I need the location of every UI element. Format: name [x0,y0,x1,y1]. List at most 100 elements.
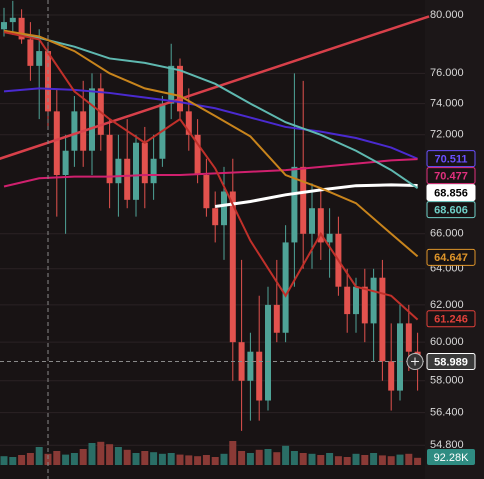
volume-bar [414,457,422,465]
volume-bar [290,451,298,465]
price-badge: 68.856 [426,184,476,202]
y-tick-label: 76.000 [430,67,464,79]
volume-bar [79,449,87,465]
volume-bar [238,451,246,465]
y-tick-label: 58.000 [430,375,464,387]
volume-bar [44,453,52,465]
price-badge: 70.477 [426,167,476,185]
candle-body [379,277,386,362]
volume-bar [62,454,70,465]
volume-bar [326,453,334,465]
volume-bar [123,449,131,465]
volume-bar [0,456,8,465]
volume-bar [18,455,26,465]
volume-bar [53,451,61,465]
candle-body [221,191,227,226]
candle-body [405,323,412,352]
candle-body [273,304,280,333]
candle-body [326,233,333,243]
y-tick-label: 56.400 [430,406,464,418]
volume-bar [255,449,263,465]
ma-line [3,158,418,188]
volume-bar [167,453,175,465]
candle-body [62,150,69,176]
volume-bar [26,453,34,465]
volume-bar [141,451,149,465]
volume-bar [387,456,395,465]
ma-line [214,183,418,209]
candle-body [45,51,51,112]
trend-line [0,15,430,160]
candle-body [256,351,263,401]
price-badge-label: 68.606 [434,204,468,216]
price-badge-label: 70.511 [434,153,467,165]
volume-bar [396,454,404,465]
crosshair-plus-icon [411,357,419,366]
candle-body [1,22,7,30]
price-badge: 64.647 [426,248,476,266]
volume-bar [220,453,228,465]
candle-body [89,88,95,151]
price-badge: 68.606 [426,201,476,219]
y-tick-label: 72.000 [430,129,464,141]
axis-panel [425,0,484,479]
candle-body [229,191,236,343]
candle-body [27,39,34,66]
volume-bar [317,455,325,465]
candle-body [53,111,60,176]
volume-bar [211,457,219,465]
price-badge-box [426,310,476,328]
y-tick-label: 62.000 [430,299,464,311]
volume-bar [70,453,78,465]
y-tick-label: 80.000 [430,9,464,21]
candle-body [361,286,368,324]
price-badge-label: 68.856 [434,187,468,199]
price-badge: 58.989 [426,353,476,371]
candle-body [300,166,307,234]
volume-bar [308,453,316,465]
volume-badge-box [427,449,475,465]
candle-body [353,286,359,315]
price-badge-box [426,353,476,371]
volume-bar [352,453,360,465]
candle-body [370,277,377,324]
candle-body [291,166,298,243]
volume-bar [334,456,342,465]
volume-bar [246,453,254,465]
y-tick-label: 66.000 [430,228,464,240]
volume-bar [282,445,290,465]
candle-body [150,158,157,184]
volume-bar [97,441,105,465]
volume-badge-label: 92.28K [434,452,470,464]
volume-bar [229,441,237,465]
volume-bar [264,449,272,465]
ma-line [3,29,419,189]
candle-body [168,65,175,104]
volume-bar [35,447,43,465]
volume-bar [150,452,158,465]
candle-body [247,351,254,381]
candle-body [397,323,403,391]
volume-bar [370,453,378,465]
volume-bar [9,457,17,465]
price-badge-label: 61.246 [434,314,468,326]
price-badge-box [426,167,476,185]
volume-bar [158,453,166,465]
candle-body [212,208,219,226]
price-badge-label: 64.647 [434,252,468,264]
price-badge-box [426,150,476,168]
price-badge: 61.246 [426,310,476,328]
price-badge-label: 58.989 [434,356,468,368]
candle-body [185,111,192,135]
volume-bar [343,457,351,465]
candle-body [388,361,395,391]
volume-bar [132,453,140,465]
y-tick-label: 60.000 [430,336,464,348]
candle-body [18,17,25,40]
price-badge-label: 70.477 [434,170,468,182]
candle-body [309,208,315,234]
candle-body [115,158,122,184]
candle-body [36,51,43,66]
